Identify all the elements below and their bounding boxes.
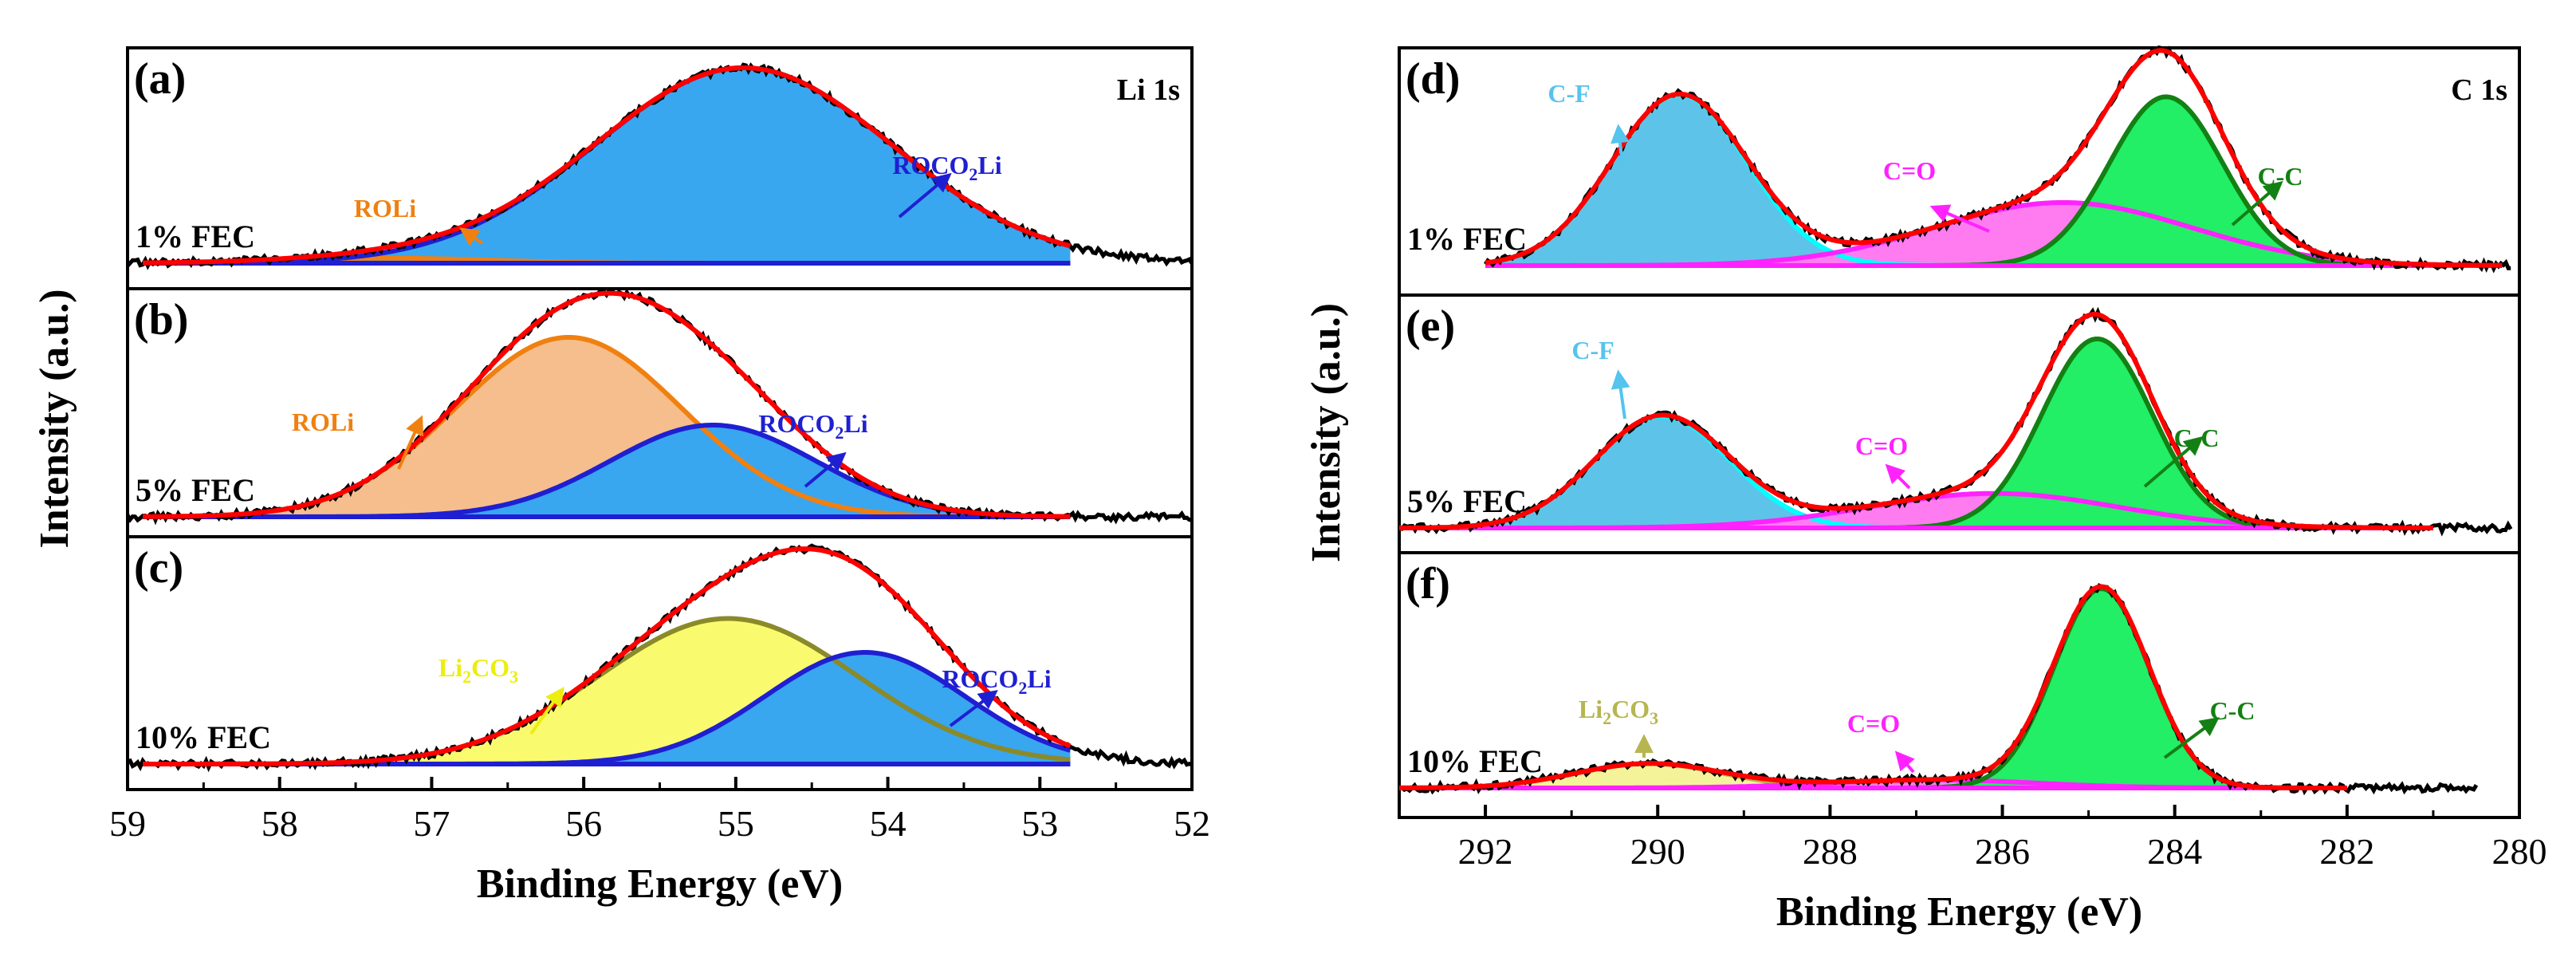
fitted-envelope (143, 65, 1072, 266)
panel-label: (a) (134, 54, 186, 104)
x-tick-label: 292 (1458, 831, 1513, 872)
x-tick-label: 54 (870, 803, 907, 844)
sample-label: 10% FEC (136, 719, 271, 755)
component-label-roco: ROCO2Li (758, 409, 867, 443)
component-fill-roco (143, 425, 1071, 517)
region-label: Li 1s (1117, 73, 1180, 107)
component-label-cf: C-F (1548, 79, 1590, 108)
component-label-co: C=O (1847, 709, 1900, 738)
panel-d: (d) 1% FEC C 1s C-F C=O C-C (1398, 45, 2521, 297)
component-fill-co (1399, 779, 2347, 788)
label-arrow (459, 227, 484, 246)
x-axis-label: Binding Energy (eV) (477, 861, 843, 907)
label-arrow (2231, 180, 2283, 227)
x-tick-label: 280 (2492, 831, 2547, 872)
label-arrow (1894, 750, 1915, 774)
sample-label: 5% FEC (136, 472, 255, 508)
x-tick-label: 58 (262, 803, 298, 844)
panel-frame (1398, 551, 2521, 819)
component-fill-roco (143, 652, 1071, 764)
label-arrow (804, 451, 847, 488)
raw-spectrum (1398, 583, 2479, 796)
panel-b: (b) 5% FEC ROLi ROCO2Li (125, 287, 1194, 538)
sample-label: 1% FEC (1407, 221, 1527, 257)
sample-label: 10% FEC (1407, 743, 1543, 779)
y-axis-label: Intensity (a.u.) (1304, 303, 1349, 562)
component-label-roco: ROCO2Li (892, 151, 1001, 184)
label-arrow (397, 415, 424, 470)
panel-e: (e) 5% FEC C-F C=O C-C (1398, 293, 2521, 554)
component-label-roli: ROLi (354, 194, 416, 223)
component-label-li: Li2CO3 (439, 653, 518, 687)
sample-label: 1% FEC (136, 219, 255, 254)
label-arrow (1929, 204, 1990, 233)
panel-label: (f) (1406, 559, 1450, 609)
region-label: C 1s (2451, 73, 2507, 107)
label-arrow (898, 172, 952, 219)
label-arrow (529, 687, 564, 735)
panel-c: (c) 10% FEC Li2CO3 ROCO2Li (126, 535, 1194, 791)
component-fill-cc (1399, 589, 2347, 788)
x-tick-label: 290 (1630, 831, 1685, 872)
label-arrow (2143, 435, 2204, 488)
x-tick-label: 59 (109, 803, 146, 844)
component-fill-roli (143, 337, 1071, 517)
x-tick-label: 282 (2319, 831, 2374, 872)
panel-a: (a) 1% FEC Li 1s ROLi ROCO2Li (126, 46, 1194, 290)
x-tick-label: 286 (1975, 831, 2030, 872)
component-label-cf: C-F (1571, 336, 1614, 364)
component-fill-cf (1399, 416, 2433, 528)
component-label-li: Li2CO3 (1579, 695, 1658, 728)
label-arrow (1610, 369, 1630, 420)
fitted-envelope (143, 290, 1071, 519)
component-label-cc: C-C (2258, 162, 2303, 191)
panel-label: (b) (134, 295, 188, 345)
y-axis-label: Intensity (a.u.) (32, 289, 77, 548)
x-tick-label: 57 (413, 803, 450, 844)
fitted-envelope (1399, 584, 2347, 790)
fitted-envelope (1399, 311, 2433, 530)
panel-label: (e) (1406, 301, 1455, 351)
component-label-co: C=O (1883, 156, 1936, 185)
label-arrow (2163, 717, 2220, 759)
panel-label: (c) (134, 543, 183, 593)
x-tick-label: 284 (2147, 831, 2202, 872)
component-fill-cc (1399, 339, 2433, 528)
fitted-envelope (143, 546, 1072, 766)
label-arrow (1610, 124, 1630, 167)
component-fill-cc (1485, 97, 2503, 266)
component-label-cc: C-C (2174, 423, 2220, 452)
fitted-envelope (1485, 48, 2503, 268)
component-label-co: C=O (1855, 431, 1908, 460)
panel-label: (d) (1406, 54, 1460, 104)
x-tick-label: 288 (1803, 831, 1858, 872)
x-tick-label: 55 (718, 803, 754, 844)
x-tick-label: 56 (565, 803, 602, 844)
sample-label: 5% FEC (1407, 483, 1527, 519)
component-fill-roco (143, 68, 1071, 263)
label-arrow (1885, 463, 1911, 490)
x-tick-label: 52 (1174, 803, 1210, 844)
component-label-roli: ROLi (292, 408, 354, 436)
x-tick-label: 53 (1021, 803, 1058, 844)
component-fill-li (1399, 763, 2347, 788)
label-arrow (949, 690, 998, 727)
x-axis-label: Binding Energy (eV) (1776, 889, 2142, 935)
component-fill-cf (1485, 94, 2503, 266)
component-label-roco: ROCO2Li (942, 664, 1051, 698)
